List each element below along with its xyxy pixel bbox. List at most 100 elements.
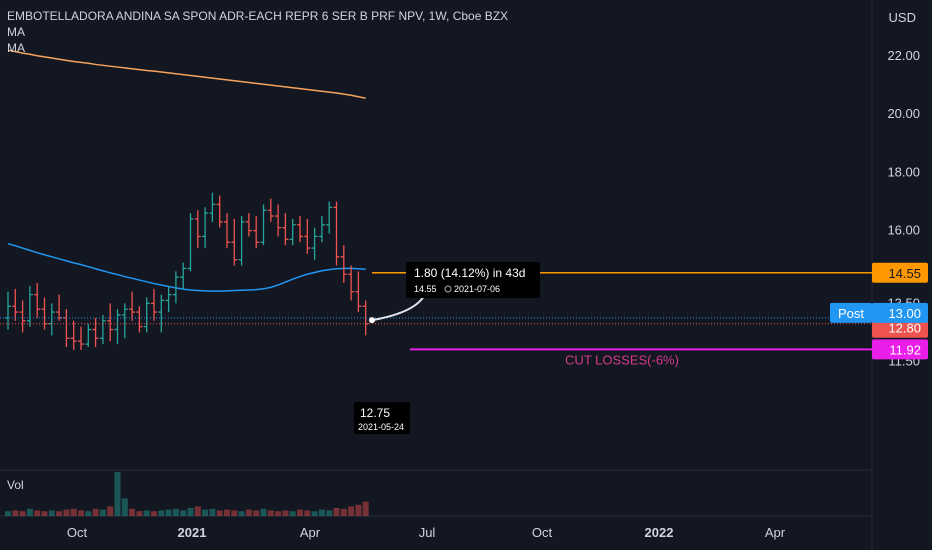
ohlc-bar (107, 303, 114, 342)
ohlc-bar (143, 297, 150, 333)
projection-label-box: 1.80 (14.12%) in 43d 14.55 2021-07-06 (406, 262, 540, 298)
ohlc-bar (121, 303, 128, 339)
volume-bar (99, 509, 106, 516)
volume-bar (187, 508, 194, 516)
ohlc-bar (209, 192, 216, 222)
volume-bar (136, 511, 143, 516)
volume-bar (107, 506, 114, 516)
ohlc-bar (326, 201, 333, 234)
volume-bar (48, 510, 55, 516)
ohlc-bar (180, 262, 187, 289)
volume-bar (216, 510, 223, 516)
volume-bar (194, 506, 201, 516)
cut-losses-label: CUT LOSSES(-6%) (565, 352, 679, 367)
ohlc-bar (56, 294, 63, 321)
post-value-text: 13.00 (888, 306, 921, 321)
ohlc-bar (165, 285, 172, 313)
start-date-text: 2021-05-24 (358, 422, 404, 432)
projection-start-point (369, 317, 375, 324)
ohlc-bar (187, 213, 194, 272)
volume-bar (34, 510, 41, 516)
price-tick-label: 16.00 (887, 223, 920, 238)
volume-bar (78, 510, 84, 516)
ohlc-bar (129, 291, 136, 321)
time-tick-label: Oct (532, 525, 553, 540)
volume-bar (85, 511, 92, 516)
legend-ma-2[interactable]: MA (7, 41, 25, 55)
time-tick-label: Apr (765, 525, 786, 540)
volume-bar (267, 510, 274, 516)
volume-bar (158, 510, 165, 516)
ohlc-bar (99, 314, 106, 345)
volume-bar (63, 509, 70, 516)
time-tick-label: 2022 (645, 525, 674, 540)
volume-bar (12, 510, 19, 516)
ohlc-bar (26, 285, 33, 327)
volume-bar (172, 508, 179, 516)
volume-bar (297, 509, 303, 516)
ohlc-bar (34, 282, 41, 318)
volume-bar (231, 510, 238, 516)
clock-icon (444, 285, 452, 293)
ohlc-bar (260, 204, 267, 246)
ohlc-bar (92, 317, 99, 347)
ohlc-bar (48, 303, 55, 336)
volume-bar (253, 510, 260, 516)
price-tick-label: 22.00 (887, 48, 920, 63)
ohlc-bar (114, 309, 121, 345)
volume-bar (129, 508, 136, 516)
ohlc-bar (231, 218, 238, 266)
volume-bar (348, 506, 355, 516)
ohlc-bar (151, 288, 157, 321)
legend-ma-1[interactable]: MA (7, 25, 25, 39)
target-price-tag-text: 14.55 (888, 266, 921, 281)
volume-bar (121, 498, 128, 516)
stop-price-tag: 11.92 (872, 339, 928, 360)
volume-bar (311, 511, 318, 516)
ohlc-bar (78, 326, 84, 350)
chart-title[interactable]: EMBOTELLADORA ANDINA SA SPON ADR-EACH RE… (7, 9, 509, 23)
volume-bar (92, 508, 99, 516)
ohlc-bar (289, 218, 296, 246)
ohlc-bar (5, 291, 11, 330)
volume-bar (143, 510, 150, 516)
ohlc-bar (340, 245, 347, 283)
volume-bar (180, 510, 187, 516)
volume-bar (56, 511, 63, 516)
time-tick-label: 2021 (178, 525, 207, 540)
volume-label[interactable]: Vol (7, 478, 24, 492)
ohlc-bar (267, 198, 274, 222)
ohlc-bar (85, 323, 92, 347)
volume-bar (362, 501, 369, 516)
ohlc-bar (282, 213, 289, 246)
ohlc-bar (333, 201, 340, 266)
volume-bar (304, 510, 311, 516)
axes: 22.0020.0018.0016.0013.5012.5011.50USDOc… (67, 10, 928, 540)
time-tick-label: Oct (67, 525, 88, 540)
ohlc-bar (238, 216, 245, 266)
volume-bar (318, 509, 325, 516)
post-label-text: Post (838, 306, 864, 321)
ohlc-bar (12, 288, 19, 321)
ohlc-bar (41, 297, 48, 330)
ohlc-bar (194, 210, 201, 249)
ohlc-bar (253, 216, 260, 249)
projection-date: 2021-07-06 (454, 284, 500, 294)
ohlc-bar (63, 309, 70, 347)
target-price-tag: 14.55 (872, 262, 928, 283)
price-tick-label: 20.00 (887, 106, 920, 121)
post-price-tag: Post 13.00 (830, 302, 928, 323)
ohlc-bar (318, 216, 325, 243)
ma-fast-line (7, 242, 366, 292)
start-label-bg (354, 402, 410, 434)
volume-bar (238, 511, 245, 516)
volume-bar (333, 508, 340, 516)
volume-bar (260, 508, 267, 516)
ohlc-bar (19, 300, 26, 333)
last-price-tag-text: 12.80 (888, 321, 921, 336)
volume-bar (19, 511, 26, 516)
volume-bar (224, 509, 230, 516)
post-label-bg (830, 302, 872, 323)
post-value-bg (872, 302, 928, 323)
